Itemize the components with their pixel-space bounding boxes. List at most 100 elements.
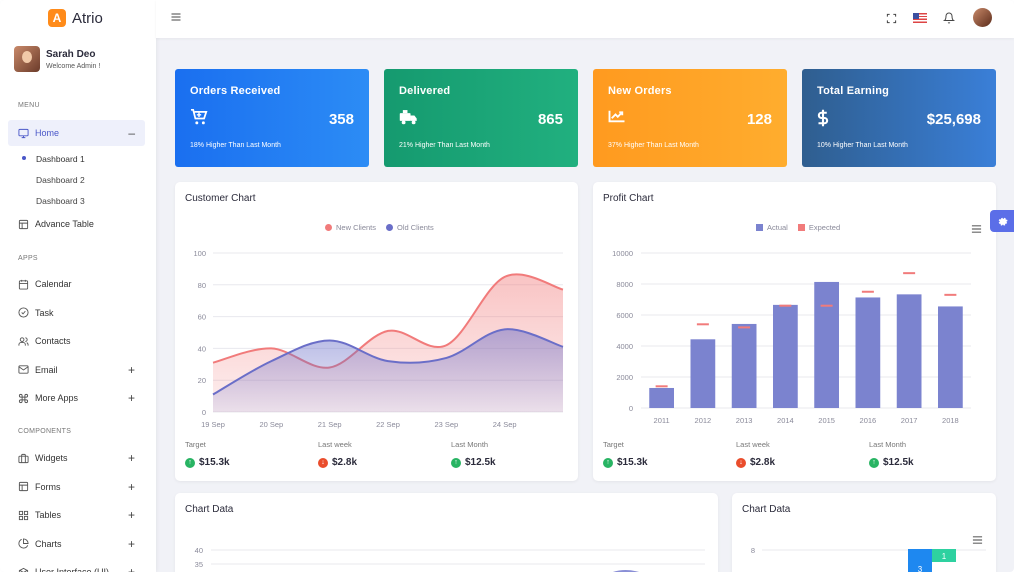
sidebar-item-label: Charts	[35, 538, 62, 549]
sidebar-item-label: Tables	[35, 510, 62, 520]
panel-title: Profit Chart	[603, 193, 654, 204]
expand-icon[interactable]: +	[127, 508, 135, 522]
fullscreen-icon[interactable]	[886, 13, 897, 27]
sidebar-item-tables[interactable]: Tables +	[8, 502, 145, 528]
sidebar-subitem-dashboard-2[interactable]: Dashboard 2	[36, 175, 85, 185]
cart-icon	[190, 108, 208, 130]
sidebar-item-task[interactable]: Task	[8, 300, 145, 326]
stat-amount: $15.3k	[617, 457, 648, 468]
hamburger-menu-icon[interactable]	[170, 11, 182, 26]
y-tick-label: 2000	[616, 373, 633, 382]
stat-label: Last Month	[869, 440, 907, 449]
stat-footnote: 18% Higher Than Last Month	[190, 142, 281, 149]
bar-actual[interactable]	[814, 281, 839, 408]
bar-actual[interactable]	[855, 297, 881, 408]
legend-item-old-clients[interactable]: Old Clients	[386, 223, 434, 232]
bar-actual[interactable]	[690, 339, 716, 408]
brand-name: Atrio	[72, 9, 103, 27]
legend-item-actual[interactable]: Actual	[756, 223, 788, 232]
y-tick-label: 6000	[616, 311, 633, 320]
sidebar-item-label: Calendar	[35, 279, 72, 289]
expand-icon[interactable]: +	[127, 565, 135, 572]
expand-icon[interactable]: +	[127, 479, 135, 494]
stat-last-month: Last Month ↑ $12.5k	[451, 440, 584, 468]
bar-actual[interactable]	[649, 387, 674, 408]
stat-card-new-orders[interactable]: New Orders 128 37% Higher Than Last Month	[593, 69, 787, 167]
sidebar-item-label: Email	[35, 364, 58, 375]
legend-item-expected[interactable]: Expected	[797, 223, 840, 232]
settings-gear-icon[interactable]	[990, 210, 1014, 232]
sidebar-item-label: Contacts	[35, 336, 71, 346]
stat-card-orders-received[interactable]: Orders Received 358 18% Higher Than Last M…	[175, 69, 369, 167]
collapse-icon[interactable]: –	[128, 126, 135, 140]
x-tick-label: 2016	[860, 416, 877, 425]
bar-actual[interactable]	[773, 304, 798, 408]
bar-actual[interactable]	[896, 294, 922, 408]
apps-section-label: APPS	[18, 255, 38, 262]
stat-title: Orders Received	[190, 85, 281, 97]
sidebar-subitem-dashboard-1[interactable]: Dashboard 1	[36, 154, 85, 164]
x-tick-label: 2012	[695, 416, 712, 425]
stat-label: Target	[185, 440, 206, 449]
chart-legend: New Clients Old Clients	[325, 223, 434, 232]
y-tick-label: 80	[198, 281, 206, 290]
stat-card-delivered[interactable]: Delivered 865 21% Higher Than Last Month	[384, 69, 578, 167]
bar-actual[interactable]	[731, 323, 757, 408]
panel-title: Customer Chart	[185, 193, 256, 204]
legend-label: Actual	[767, 223, 788, 232]
arrow-up-icon: ↑	[603, 457, 613, 468]
x-tick-label: 24 Sep	[493, 420, 517, 429]
bar-segment[interactable]	[908, 549, 932, 572]
profile-avatar[interactable]	[973, 8, 992, 27]
chart-menu-icon[interactable]	[971, 224, 982, 237]
sidebar-item-advance-table[interactable]: Advance Table	[8, 211, 145, 237]
brand[interactable]: A Atrio	[48, 8, 103, 28]
sidebar-item-more-apps[interactable]: More Apps +	[8, 385, 145, 411]
expand-icon[interactable]: +	[127, 451, 135, 465]
bar-segment[interactable]	[932, 549, 956, 562]
sidebar-item-user-interface-ui[interactable]: User Interface (UI) +	[8, 559, 145, 572]
sidebar-item-contacts[interactable]: Contacts	[8, 328, 145, 354]
us-flag-icon[interactable]	[913, 13, 927, 23]
expand-icon[interactable]: +	[127, 362, 135, 377]
bell-icon[interactable]	[942, 12, 956, 27]
customer-area-chart: 0 20 40 60 80 100 19 Sep 20 Sep 21 Sep 22 Sep 23 S…	[193, 249, 564, 429]
panel-title: Chart Data	[742, 504, 791, 515]
table-icon	[17, 218, 29, 230]
x-tick-label: 2018	[942, 416, 959, 425]
sidebar-item-charts[interactable]: Charts +	[8, 531, 145, 557]
sidebar-item-home[interactable]: Home –	[8, 120, 145, 146]
sidebar-item-email[interactable]: Email +	[8, 357, 145, 383]
stat-title: Delivered	[399, 85, 451, 97]
user-profile[interactable]: Sarah Deo Welcome Admin !	[14, 46, 100, 72]
legend-label: New Clients	[336, 223, 377, 232]
customer-chart-panel: Customer Chart New Clients Old Clients 0…	[175, 182, 578, 481]
user-subtitle: Welcome Admin !	[46, 62, 101, 70]
sidebar-item-forms[interactable]: Forms +	[8, 474, 145, 500]
chart-menu-icon[interactable]	[972, 535, 983, 548]
profit-stats: Target ↑ $15.3k Last week ↓ $2.8k Last Month ↑ $…	[603, 440, 1002, 468]
top-bar	[156, 0, 1014, 38]
sidebar-item-widgets[interactable]: Widgets +	[8, 445, 145, 471]
stat-footnote: 10% Higher Than Last Month	[817, 142, 908, 149]
sidebar-item-calendar[interactable]: Calendar	[8, 271, 145, 297]
sidebar-subitem-dashboard-3[interactable]: Dashboard 3	[36, 196, 85, 206]
arrow-up-icon: ↑	[451, 457, 461, 468]
stat-label: Last Month	[451, 440, 489, 449]
stat-label: Target	[603, 440, 624, 449]
x-tick-label: 2013	[736, 416, 753, 425]
stat-amount: $2.8k	[750, 457, 776, 468]
legend-item-new-clients[interactable]: New Clients	[325, 223, 376, 232]
expand-icon[interactable]: +	[127, 536, 135, 551]
sidebar-item-label: Task	[35, 307, 54, 318]
stat-card-total-earning[interactable]: Total Earning $25,698 10% Higher Than Last…	[802, 69, 996, 167]
legend-marker	[756, 224, 763, 231]
series-line-new-clients[interactable]	[212, 273, 564, 369]
y-tick-label: 0	[202, 408, 206, 417]
series-line-old-clients[interactable]	[212, 328, 564, 396]
x-tick-label: 23 Sep	[434, 420, 458, 429]
expand-icon[interactable]: +	[127, 391, 135, 405]
y-tick-label: 35	[195, 560, 203, 569]
bar-actual[interactable]	[938, 306, 963, 408]
